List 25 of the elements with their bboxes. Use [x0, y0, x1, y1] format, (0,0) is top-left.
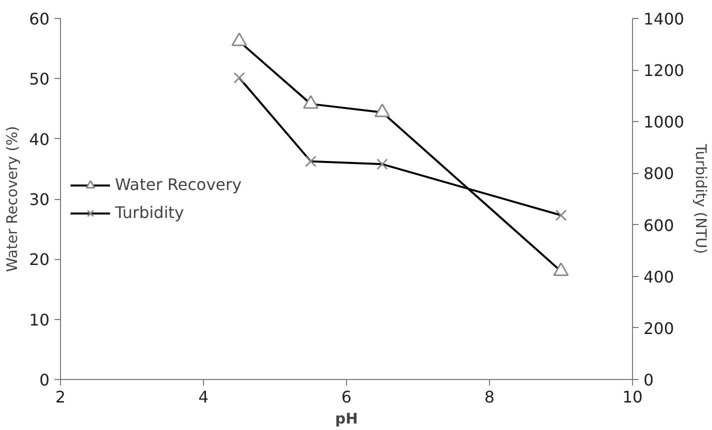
y2-tick-label: 600 — [644, 216, 674, 235]
y2-tick-label: 800 — [644, 164, 674, 184]
y2-tick-label: 0 — [644, 370, 654, 390]
y-tick-label: 10 — [29, 310, 50, 330]
y-tick-label: 0 — [39, 370, 50, 390]
y2-tick-label: 1000 — [644, 112, 684, 132]
y-tick-label: 50 — [29, 70, 50, 89]
y2-tick-label: 200 — [644, 318, 674, 338]
x-axis-title: pH — [335, 410, 358, 428]
y2-tick-label: 1200 — [644, 61, 684, 80]
y-tick-label: 30 — [29, 190, 50, 209]
y-tick-label: 20 — [29, 250, 50, 270]
legend-label: Turbidity — [115, 203, 184, 222]
y2-axis-title: Turbidity (NTU) — [692, 143, 710, 254]
x-tick-label: 6 — [341, 388, 352, 406]
y-tick-label: 40 — [29, 130, 50, 149]
y2-tick-label: 400 — [644, 267, 674, 286]
y-tick-label: 60 — [29, 10, 50, 28]
y-axis-title: Water Recovery (%) — [4, 126, 22, 272]
x-tick-label: 10 — [622, 388, 643, 406]
legend-label: Water Recovery — [115, 175, 242, 194]
x-tick-label: 4 — [198, 388, 209, 406]
y2-tick-label: 1400 — [644, 10, 684, 28]
x-tick-label: 8 — [484, 388, 495, 406]
x-tick-label: 2 — [55, 388, 66, 406]
